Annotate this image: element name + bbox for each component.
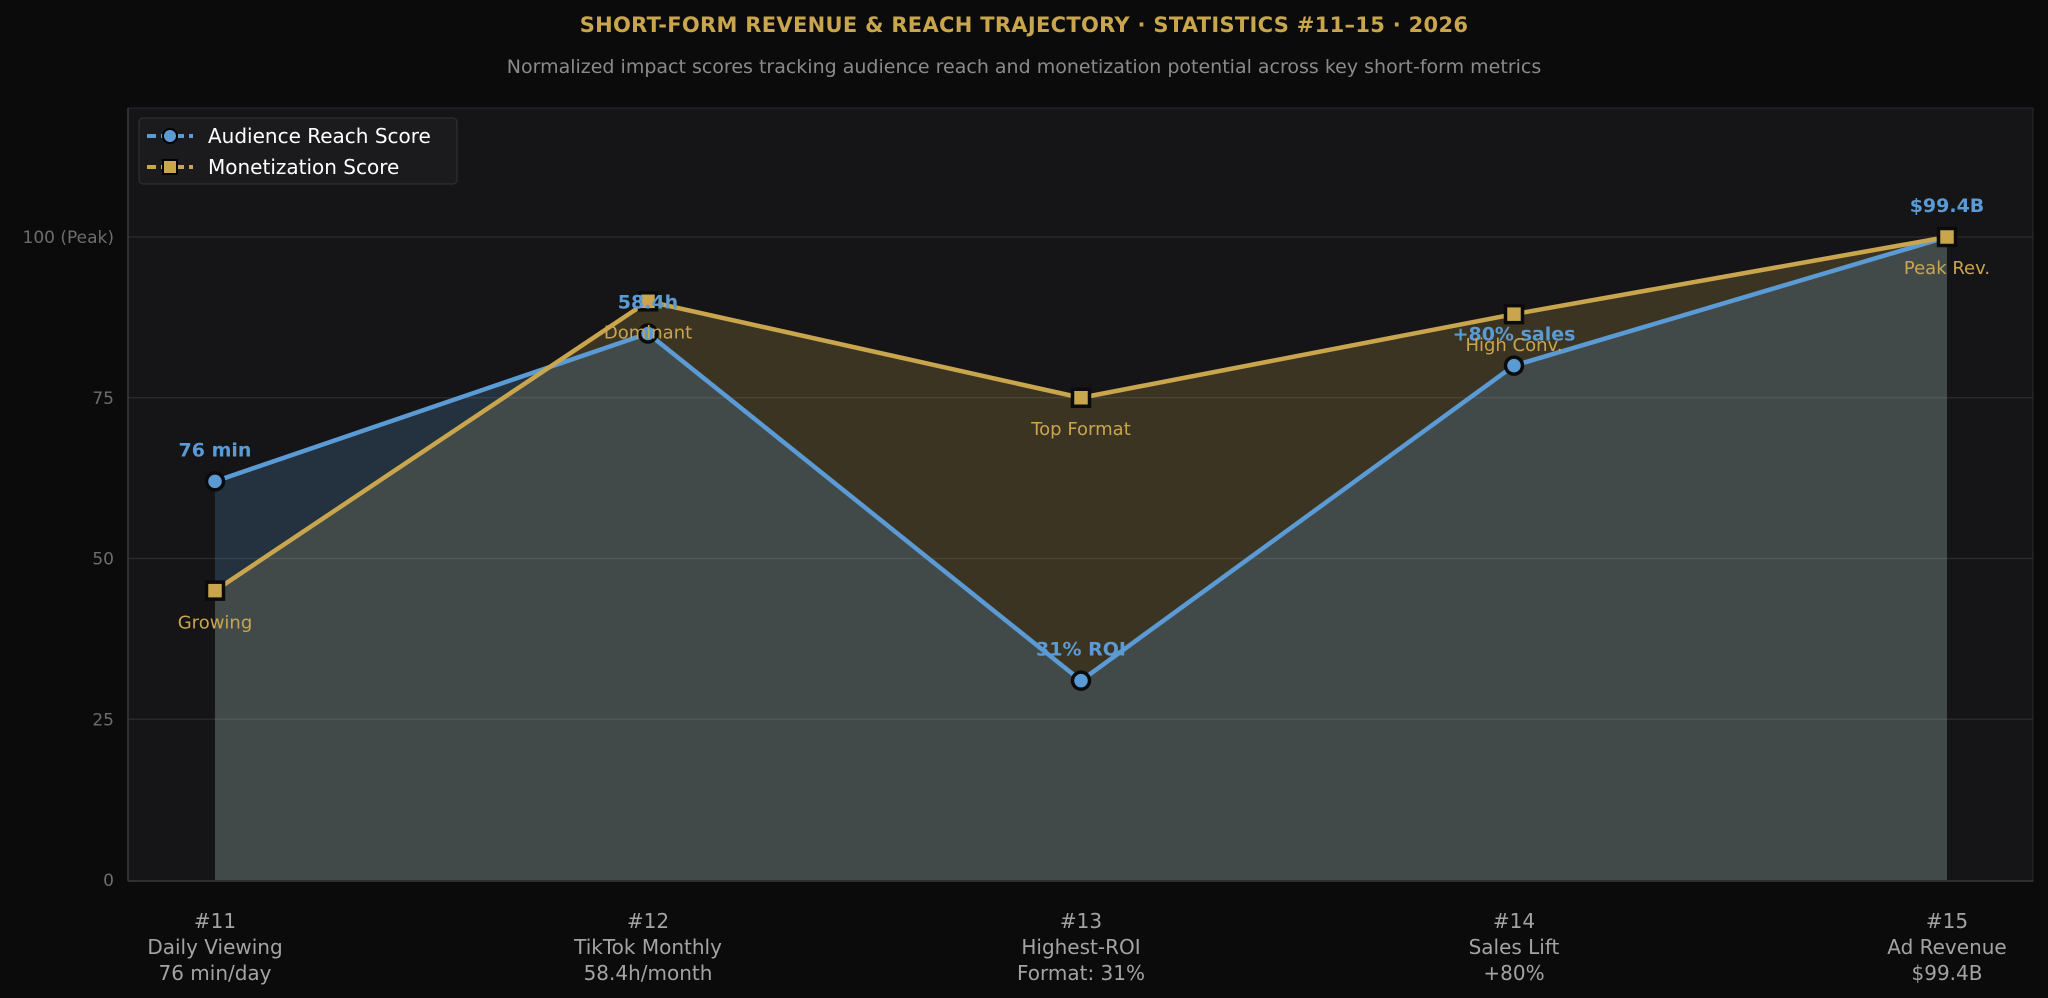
- point-monetization-5: [1936, 226, 1958, 248]
- x-tick-line-1-2: Daily Viewing: [147, 935, 282, 959]
- area-fill-monetization: [215, 237, 1947, 880]
- x-tick-label-5: #15 Ad Revenue $99.4B: [1887, 909, 2006, 985]
- x-tick-label-2: #12 TikTok Monthly 58.4h/month: [573, 909, 722, 985]
- legend-marker-audience-reach: [162, 128, 178, 144]
- series-markers: [204, 226, 1958, 691]
- x-axis-ticks: #11 Daily Viewing 76 min/day #12 TikTok Mont…: [147, 909, 2006, 985]
- data-annotations: 76 min 58.4h 31% ROI +80% sales $99.4B Growin…: [178, 195, 1990, 661]
- x-tick-line-2-2: TikTok Monthly: [573, 935, 722, 959]
- point-audience-reach-4: [1503, 355, 1525, 376]
- point-audience-reach-3: [1070, 670, 1092, 691]
- x-tick-line-5-3: $99.4B: [1912, 961, 1983, 985]
- x-tick-label-4: #14 Sales Lift +80%: [1469, 909, 1560, 985]
- x-tick-line-2-3: 58.4h/month: [584, 961, 713, 985]
- legend-entry-audience-reach: Audience Reach Score: [147, 124, 431, 148]
- x-tick-line-1-1: #11: [194, 909, 236, 933]
- x-tick-line-5-1: #15: [1926, 909, 1968, 933]
- y-tick-label-100: 100 (Peak): [23, 228, 114, 248]
- point-monetization-3: [1070, 387, 1092, 408]
- legend-label-monetization: Monetization Score: [208, 155, 399, 179]
- y-tick-label-0: 0: [103, 871, 114, 891]
- legend-marker-monetization: [162, 159, 178, 175]
- legend-entry-monetization: Monetization Score: [147, 155, 399, 179]
- area-fill-audience-reach: [215, 237, 1947, 880]
- annotation-monetization-5: Peak Rev.: [1904, 258, 1990, 279]
- area-fills: [215, 237, 1947, 880]
- point-audience-reach-2: [637, 323, 659, 344]
- x-tick-line-5-2: Ad Revenue: [1887, 935, 2006, 959]
- point-monetization-2: [637, 291, 659, 312]
- point-monetization-1: [204, 580, 226, 601]
- x-tick-label-1: #11 Daily Viewing 76 min/day: [147, 909, 282, 985]
- x-tick-line-3-2: Highest-ROI: [1021, 935, 1140, 959]
- legend: Audience Reach Score Monetization Score: [138, 117, 458, 185]
- x-tick-line-3-3: Format: 31%: [1017, 961, 1145, 985]
- chart-subtitle: Normalized impact scores tracking audien…: [507, 56, 1542, 78]
- annotation-audience-reach-2: 58.4h: [618, 291, 678, 313]
- y-tick-label-50: 50: [92, 550, 114, 570]
- point-monetization-4: [1503, 303, 1525, 325]
- y-tick-label-25: 25: [92, 710, 114, 730]
- chart-title: SHORT-FORM REVENUE & REACH TRAJECTORY · …: [580, 13, 1469, 37]
- legend-box: [138, 117, 458, 185]
- x-tick-line-2-1: #12: [627, 909, 669, 933]
- annotation-monetization-4: High Conv.: [1465, 335, 1562, 356]
- annotation-monetization-1: Growing: [178, 613, 253, 634]
- y-tick-label-75: 75: [92, 389, 114, 409]
- legend-label-audience-reach: Audience Reach Score: [208, 124, 431, 148]
- y-axis-ticks: 0 25 50 75 100 (Peak): [23, 228, 114, 891]
- x-tick-line-3-1: #13: [1060, 909, 1102, 933]
- axes: [127, 108, 2033, 882]
- x-tick-line-1-3: 76 min/day: [158, 961, 271, 985]
- annotation-monetization-2: Dominant: [604, 322, 692, 343]
- annotation-audience-reach-1: 76 min: [179, 439, 252, 461]
- x-tick-label-3: #13 Highest-ROI Format: 31%: [1017, 909, 1145, 985]
- annotation-audience-reach-4: +80% sales: [1453, 324, 1576, 346]
- x-tick-line-4-3: +80%: [1483, 961, 1544, 985]
- annotation-monetization-3: Top Format: [1030, 419, 1131, 440]
- annotation-audience-reach-5: $99.4B: [1910, 195, 1985, 217]
- annotation-audience-reach-3: 31% ROI: [1036, 639, 1126, 661]
- point-audience-reach-1: [204, 471, 226, 492]
- x-tick-line-4-1: #14: [1493, 909, 1535, 933]
- x-tick-line-4-2: Sales Lift: [1469, 935, 1560, 959]
